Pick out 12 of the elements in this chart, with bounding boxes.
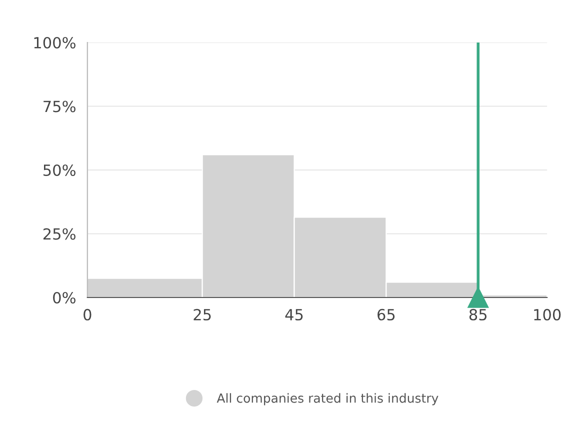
y-tick-label: 75% xyxy=(44,100,76,112)
y-tick-label: 100% xyxy=(34,36,76,49)
y-tick-label: 50% xyxy=(44,164,76,176)
x-tick-label: 65 xyxy=(378,308,395,320)
y-tick-label: 0% xyxy=(53,292,76,304)
x-tick-label: 25 xyxy=(194,308,211,320)
x-tick-label: 45 xyxy=(285,309,303,320)
x-tick-label: 85 xyxy=(469,308,487,320)
x-tick-label: 0 xyxy=(84,308,92,320)
legend-label: All companies rated in this industry xyxy=(216,393,438,406)
x-tick-label: 100 xyxy=(534,308,561,320)
y-tick-label: 25% xyxy=(43,228,76,240)
